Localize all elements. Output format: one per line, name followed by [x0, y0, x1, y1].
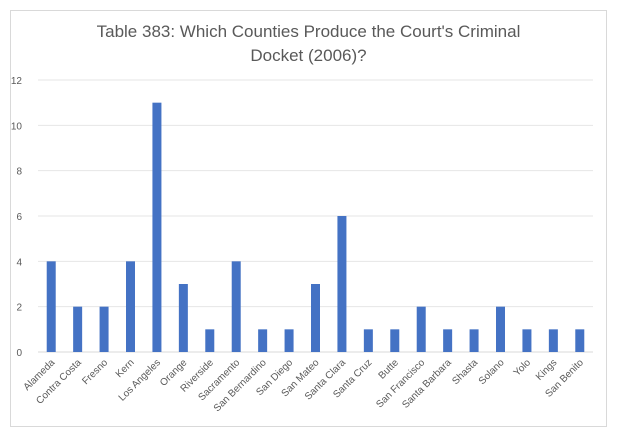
- bar: [311, 284, 320, 352]
- bar: [337, 216, 347, 352]
- x-tick-label: Kern: [114, 357, 137, 380]
- x-tick-label: Yolo: [512, 357, 534, 379]
- x-tick-label: Fresno: [80, 357, 110, 387]
- x-tick-label: Butte: [377, 357, 402, 382]
- bar: [575, 329, 585, 352]
- bar: [126, 261, 135, 352]
- bar: [99, 306, 109, 352]
- x-tick-label: Solano: [477, 357, 507, 387]
- y-tick-label: 8: [16, 167, 22, 178]
- y-tick-label: 12: [11, 76, 23, 87]
- bar: [73, 306, 83, 352]
- bar: [548, 329, 558, 352]
- bar: [284, 329, 294, 352]
- bar: [231, 261, 241, 352]
- bar: [205, 329, 215, 352]
- bar: [152, 102, 162, 353]
- bar: [496, 306, 505, 352]
- bar: [46, 261, 56, 352]
- y-tick-label: 0: [16, 348, 22, 359]
- chart-frame: [10, 10, 607, 427]
- y-tick-label: 4: [16, 257, 22, 268]
- bar: [390, 329, 400, 352]
- y-tick-label: 2: [16, 303, 22, 314]
- bar: [258, 329, 268, 352]
- y-tick-label: 6: [16, 212, 22, 223]
- bar: [363, 329, 373, 352]
- y-tick-label: 10: [11, 121, 23, 132]
- bar: [522, 329, 532, 352]
- bar: [469, 329, 479, 352]
- bar: [416, 306, 426, 352]
- bar: [443, 329, 453, 352]
- chart-title-text: Table 383: Which Counties Produce the Co…: [96, 22, 521, 65]
- bar: [178, 284, 188, 352]
- x-tick-label: Shasta: [450, 357, 480, 387]
- chart-title: Table 383: Which Counties Produce the Co…: [10, 20, 607, 68]
